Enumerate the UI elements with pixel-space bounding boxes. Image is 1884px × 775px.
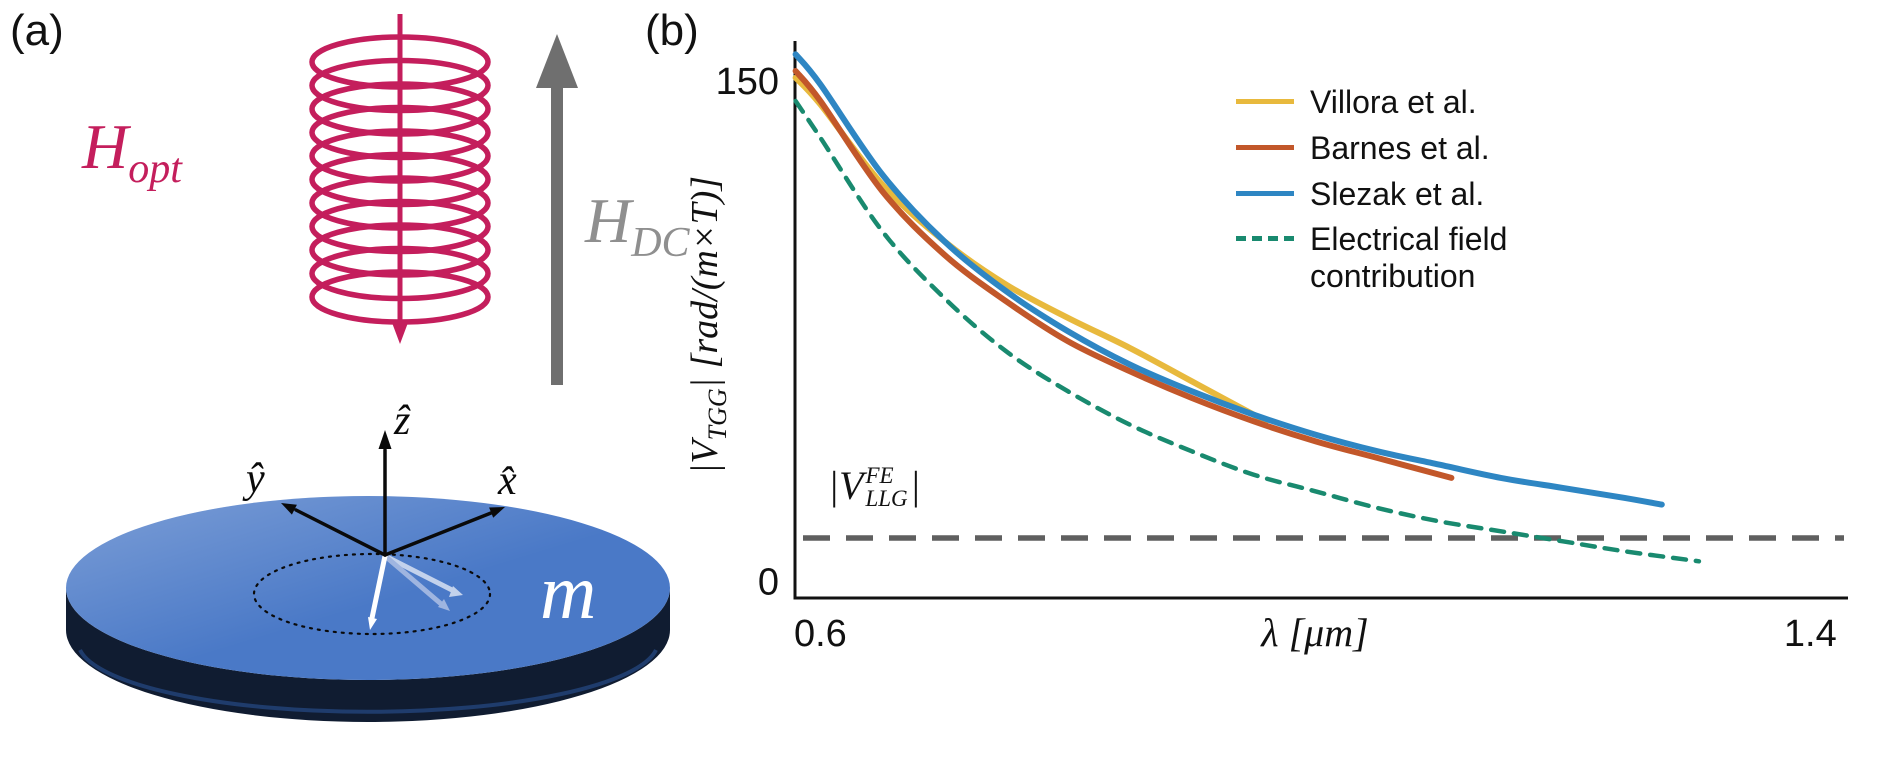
disk-sheen bbox=[66, 496, 670, 680]
x-tick-label: 1.4 bbox=[1784, 613, 1837, 655]
verdet-plot: 0 150 0.6 1.4 λ [μm] bbox=[716, 41, 1848, 655]
x-axis-label: λ [μm] bbox=[1260, 610, 1368, 655]
legend-label: Electrical field contribution bbox=[1310, 221, 1508, 295]
precession-arrow-3 bbox=[369, 553, 388, 621]
legend-label: Barnes et al. bbox=[1310, 129, 1490, 166]
series-barnes-et-al- bbox=[792, 68, 1455, 481]
h-opt-sub: opt bbox=[128, 146, 183, 192]
y-axis-arrow bbox=[294, 508, 387, 557]
precession-arrow-2 bbox=[382, 553, 443, 606]
y-axis-label: |VTGG| [rad/(m×T)] bbox=[683, 176, 733, 474]
coordinate-axes bbox=[281, 430, 505, 557]
z-axis-arrowhead bbox=[378, 430, 392, 449]
y-tick-label: 0 bbox=[758, 561, 779, 603]
x-axis-arrowhead bbox=[489, 507, 505, 518]
magnetization-m-label: m bbox=[540, 548, 596, 635]
precession-arrow-3-head bbox=[368, 617, 377, 630]
h-opt-base: H bbox=[81, 111, 132, 182]
precession-arrow-1 bbox=[382, 553, 455, 593]
legend-swatch bbox=[1236, 99, 1294, 104]
y-axis-label-close: | [rad/(m×T)] bbox=[684, 175, 727, 389]
llg-label-sup: FE bbox=[865, 462, 894, 488]
y-axis-arrowhead bbox=[281, 503, 297, 515]
x-tick-label: 0.6 bbox=[794, 613, 847, 655]
panel-a-schematic: ẑ x̂ ŷ Hopt HDC m bbox=[66, 14, 691, 722]
magnetization-precession-arrows bbox=[368, 553, 463, 630]
llg-threshold-label: |V FE LLG | bbox=[828, 462, 921, 511]
precession-arrow-1-head bbox=[449, 586, 463, 597]
optical-beam-arrowhead bbox=[391, 320, 409, 344]
plot-dynamic-content: 0 150 0.6 1.4 λ [μm] bbox=[716, 51, 1844, 655]
disk-rim-highlight bbox=[78, 649, 658, 714]
precession-arrow-2-head bbox=[438, 599, 450, 611]
llg-label-close: | bbox=[909, 463, 921, 508]
series-electrical-field-contribution bbox=[793, 98, 1702, 564]
y-tick-label: 150 bbox=[716, 61, 779, 103]
x-axis-arrow bbox=[383, 511, 493, 557]
legend: Villora et al. Barnes et al. Slezak et al.… bbox=[1236, 84, 1565, 295]
series-slezak-et-al- bbox=[792, 51, 1665, 508]
h-opt-label: Hopt bbox=[81, 111, 183, 192]
y-axis-label-sub: TGG bbox=[702, 388, 732, 441]
legend-item-electrical-field-contribution: Electrical field contribution bbox=[1236, 221, 1565, 295]
z-axis-label: ẑ bbox=[393, 398, 411, 444]
x-axis-label: x̂ bbox=[497, 458, 517, 504]
legend-item-villora-et-al-: Villora et al. bbox=[1236, 84, 1565, 121]
llg-label-open: |V bbox=[828, 463, 864, 508]
llg-label-sub: LLG bbox=[865, 485, 908, 511]
y-axis-label-open: |V bbox=[684, 440, 727, 475]
legend-label: Slezak et al. bbox=[1310, 175, 1485, 212]
y-axis-label-hat: ŷ bbox=[242, 456, 265, 502]
panel-a-label: (a) bbox=[10, 6, 64, 55]
legend-swatch bbox=[1236, 236, 1294, 242]
panel-b-label: (b) bbox=[645, 6, 699, 55]
h-dc-sub: DC bbox=[630, 220, 690, 266]
magnetic-disk bbox=[66, 496, 670, 722]
legend-label: Villora et al. bbox=[1310, 84, 1477, 120]
legend-item-slezak-et-al-: Slezak et al. bbox=[1236, 176, 1565, 213]
h-dc-label: HDC bbox=[584, 185, 691, 266]
precession-orbit bbox=[252, 552, 492, 636]
disk-side bbox=[66, 588, 670, 722]
legend-item-barnes-et-al-: Barnes et al. bbox=[1236, 130, 1565, 167]
legend-swatch bbox=[1236, 144, 1294, 150]
h-dc-base: H bbox=[584, 185, 635, 256]
legend-swatch bbox=[1236, 190, 1294, 196]
hdc-arrowhead bbox=[536, 34, 578, 88]
